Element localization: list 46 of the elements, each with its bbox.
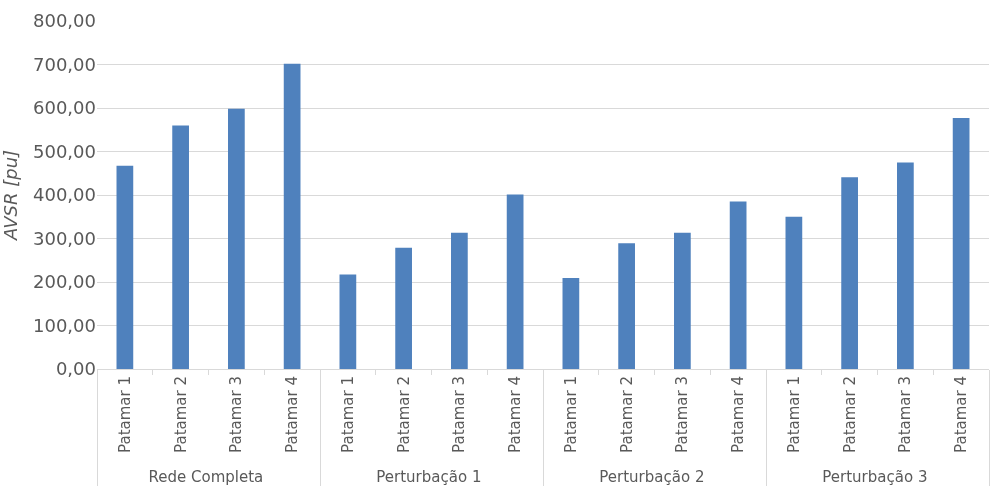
bar xyxy=(116,165,134,369)
x-tick-label: Patamar 1 xyxy=(784,376,803,453)
x-tick-label: Patamar 1 xyxy=(338,376,357,453)
x-tick-label: Patamar 3 xyxy=(227,376,246,453)
text: Rede Completa xyxy=(148,467,264,486)
y-tick-label: 400,00 xyxy=(33,184,96,206)
bar xyxy=(451,232,468,369)
bar xyxy=(952,118,970,369)
y-tick-label: 100,00 xyxy=(33,314,96,336)
bar xyxy=(339,274,357,369)
x-tick-label: Patamar 4 xyxy=(952,376,971,453)
y-tick-label: 500,00 xyxy=(33,140,96,162)
y-tick-label: 300,00 xyxy=(33,227,96,249)
bar xyxy=(841,177,858,369)
x-tick-label: Patamar 2 xyxy=(394,376,413,453)
x-tick-label: Patamar 3 xyxy=(450,376,469,453)
x-tick-label: Patamar 1 xyxy=(115,376,134,453)
bar xyxy=(228,108,245,369)
bar xyxy=(562,278,580,369)
x-tick-label: Patamar 1 xyxy=(561,376,580,453)
bar xyxy=(283,63,301,369)
x-tick-label: Patamar 2 xyxy=(617,376,636,453)
bar xyxy=(172,125,189,369)
y-tick-label: 200,00 xyxy=(33,271,96,293)
y-tick-label: 800,00 xyxy=(33,10,96,32)
x-tick-label: Patamar 2 xyxy=(171,376,190,453)
text: Perturbação 1 xyxy=(376,467,482,486)
text: Perturbação 2 xyxy=(599,467,705,486)
x-tick-label: Patamar 3 xyxy=(896,376,915,453)
bar xyxy=(785,216,803,369)
text: Perturbação 3 xyxy=(822,467,928,486)
y-axis-title: AVSR [pu] xyxy=(0,149,22,242)
y-tick-label: 600,00 xyxy=(33,97,96,119)
x-tick-label: Patamar 3 xyxy=(673,376,692,453)
x-tick-label: Patamar 4 xyxy=(729,376,748,453)
bar xyxy=(729,201,747,369)
y-tick-label: 700,00 xyxy=(33,53,96,75)
x-tick-label: Patamar 4 xyxy=(283,376,302,453)
bar xyxy=(395,247,412,369)
x-tick-label: Patamar 2 xyxy=(840,376,859,453)
bar xyxy=(506,194,524,369)
x-tick-label: Patamar 4 xyxy=(506,376,525,453)
bar xyxy=(618,243,635,369)
bar xyxy=(897,162,914,369)
y-tick-label: 0,00 xyxy=(55,358,96,380)
bar xyxy=(674,232,691,369)
